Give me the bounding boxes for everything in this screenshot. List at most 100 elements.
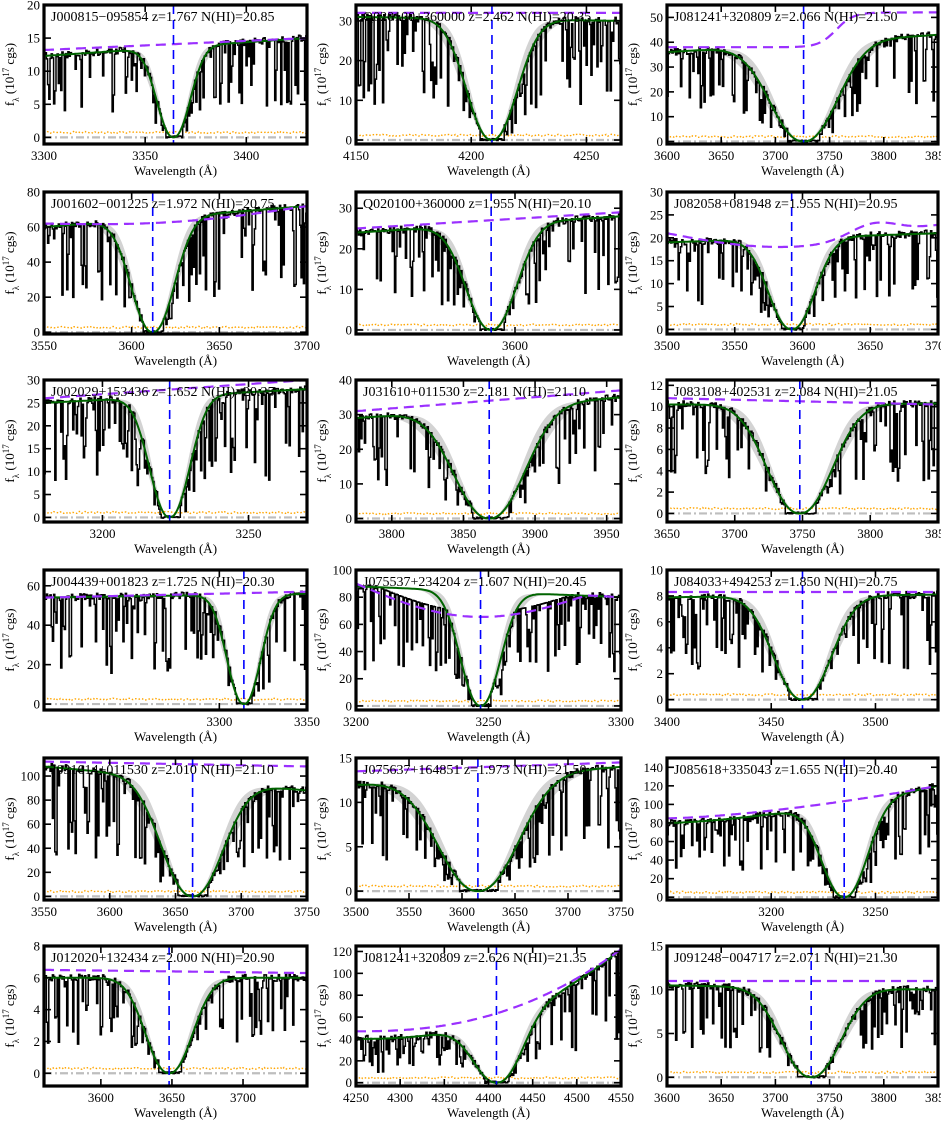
y-tick-label: 40 xyxy=(339,644,352,659)
y-tick-label: 40 xyxy=(339,373,352,388)
plot-area xyxy=(667,5,938,144)
x-axis-label: Wavelength (Å) xyxy=(761,541,844,556)
y-tick-label: 5 xyxy=(346,839,353,854)
x-tick-label: 3850 xyxy=(925,148,941,163)
x-tick-label: 3600 xyxy=(790,338,816,353)
y-tick-label: 20 xyxy=(650,871,663,886)
panel-title: J031610+011530 z=2.181 N(HI)=21.10 xyxy=(363,385,586,400)
y-tick-label: 4 xyxy=(657,463,664,478)
error-spectrum xyxy=(356,323,621,327)
y-tick-label: 0 xyxy=(346,884,353,899)
y-axis-label: fλ (1017 cgs) xyxy=(313,984,333,1047)
error-spectrum xyxy=(667,1070,938,1075)
continuum-level xyxy=(356,948,621,1033)
observed-spectrum xyxy=(356,13,621,142)
y-tick-label: 25 xyxy=(27,395,40,410)
y-tick-label: 15 xyxy=(650,253,663,268)
y-tick-label: 10 xyxy=(27,64,40,79)
panel-title: J085618+335043 z=1.655 N(HI)=20.40 xyxy=(674,763,898,778)
y-tick-label: 80 xyxy=(339,988,352,1003)
observed-spectrum xyxy=(44,385,307,519)
x-tick-label: 3950 xyxy=(594,526,620,541)
continuum-level xyxy=(44,204,307,226)
spectrum-panel: 3500 3550 3600 3650 3700 3750 0 5 10 15 J075637+16… xyxy=(313,751,634,935)
y-tick-label: 5 xyxy=(657,299,664,314)
plot-area xyxy=(356,758,621,900)
plot-area xyxy=(44,5,307,144)
spectrum-panel: 3200 3250 3300 0 20 40 60 80 100 J075537+234204 z… xyxy=(313,563,634,745)
y-tick-label: 20 xyxy=(27,290,40,305)
y-tick-label: 10 xyxy=(650,109,663,124)
y-tick-label: 0 xyxy=(346,511,353,526)
x-tick-label: 4450 xyxy=(520,1090,546,1105)
x-tick-label: 3300 xyxy=(31,148,57,163)
y-tick-label: 0 xyxy=(657,890,664,905)
x-tick-label: 3300 xyxy=(206,714,232,729)
x-tick-label: 3800 xyxy=(379,526,405,541)
spectrum-panel: 3300 3350 3400 0 5 10 15 20 J000815−095854 z=1.7… xyxy=(1,0,309,178)
y-tick-label: 8 xyxy=(34,939,41,954)
error-spectrum xyxy=(356,133,621,137)
y-tick-label: 15 xyxy=(27,31,40,46)
y-tick-label: 5 xyxy=(34,487,41,502)
spectrum-panel: 4150 4200 4250 0 10 20 30 Q020100+360000 z=2.46… xyxy=(313,3,623,178)
y-tick-label: 60 xyxy=(27,817,40,832)
y-tick-label: 30 xyxy=(339,407,352,422)
y-tick-label: 100 xyxy=(644,797,664,812)
y-tick-label: 6 xyxy=(657,442,664,457)
y-tick-label: 20 xyxy=(339,442,352,457)
y-tick-label: 20 xyxy=(27,865,40,880)
observed-spectrum xyxy=(44,34,307,139)
y-axis-label: fλ (1017 cgs) xyxy=(1,43,21,106)
y-axis-label: fλ (1017 cgs) xyxy=(1,419,21,482)
voigt-model-fit xyxy=(44,37,307,139)
model-uncertainty-band xyxy=(44,766,307,897)
x-tick-label: 3250 xyxy=(862,904,888,919)
x-tick-label: 3700 xyxy=(228,904,254,919)
y-axis-label: fλ (1017 cgs) xyxy=(624,608,644,671)
panel-title: Q020100+360000 z=1.955 N(HI)=20.10 xyxy=(363,197,591,212)
y-tick-label: 40 xyxy=(650,853,663,868)
x-tick-label: 3650 xyxy=(654,526,680,541)
x-tick-label: 3600 xyxy=(119,338,145,353)
x-tick-label: 3800 xyxy=(857,526,883,541)
panel-frame xyxy=(665,568,940,712)
y-tick-label: 60 xyxy=(339,617,352,632)
y-axis-label: fλ (1017 cgs) xyxy=(1,608,21,671)
x-tick-label: 3200 xyxy=(758,904,784,919)
y-tick-label: 100 xyxy=(21,769,41,784)
x-axis-label: Wavelength (Å) xyxy=(447,1105,530,1120)
x-tick-label: 3750 xyxy=(608,904,634,919)
x-tick-label: 3650 xyxy=(708,1090,734,1105)
x-tick-label: 3500 xyxy=(343,904,369,919)
y-tick-label: 120 xyxy=(333,944,353,959)
y-tick-label: 40 xyxy=(339,1031,352,1046)
x-axis-label: Wavelength (Å) xyxy=(134,163,217,178)
y-tick-label: 8 xyxy=(657,421,664,436)
y-axis-label: fλ (1017 cgs) xyxy=(313,797,333,860)
continuum-level xyxy=(667,221,938,249)
y-tick-label: 100 xyxy=(333,966,353,981)
y-tick-label: 80 xyxy=(27,185,40,200)
x-tick-label: 4250 xyxy=(573,148,599,163)
voigt-model-fit xyxy=(667,232,938,331)
voigt-model-fit xyxy=(667,593,938,701)
y-tick-label: 40 xyxy=(27,618,40,633)
panel-title: J081241+320809 z=2.626 N(HI)=21.35 xyxy=(363,951,587,966)
plot-area xyxy=(44,758,307,900)
panel-frame xyxy=(42,944,309,1088)
y-tick-label: 25 xyxy=(650,207,663,222)
y-tick-label: 15 xyxy=(27,441,40,456)
x-tick-label: 3650 xyxy=(708,148,734,163)
panel-title: J084033+494253 z=1.850 N(HI)=20.75 xyxy=(674,575,898,590)
y-axis-label: fλ (1017 cgs) xyxy=(1,984,21,1047)
x-axis-label: Wavelength (Å) xyxy=(447,541,530,556)
spectrum-panel: 3400 3450 3500 0 2 4 6 8 10 J084033+494253 z=1.85… xyxy=(624,563,940,744)
y-tick-label: 2 xyxy=(657,666,664,681)
y-tick-label: 30 xyxy=(650,185,663,200)
y-tick-label: 0 xyxy=(346,133,353,148)
x-axis-label: Wavelength (Å) xyxy=(134,541,217,556)
y-axis-label: fλ (1017 cgs) xyxy=(624,984,644,1047)
x-tick-label: 3550 xyxy=(31,904,57,919)
plot-area xyxy=(356,570,621,710)
